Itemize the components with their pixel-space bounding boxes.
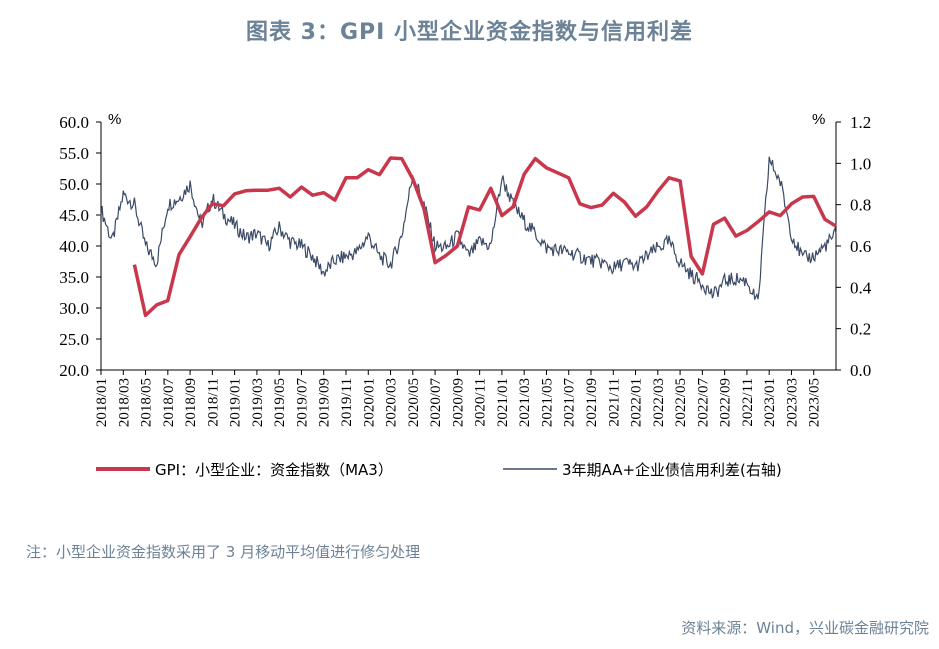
x-tick-label: 2020/05 <box>406 378 422 427</box>
x-tick-label: 2019/05 <box>272 378 288 427</box>
x-tick-label: 2021/09 <box>584 378 600 427</box>
right-tick-label: 1.0 <box>850 154 871 173</box>
x-tick-label: 2022/01 <box>629 378 645 427</box>
x-tick-label: 2018/03 <box>116 378 132 427</box>
left-tick-label: 35.0 <box>59 268 89 287</box>
right-unit-label: % <box>812 111 825 128</box>
x-tick-label: 2020/01 <box>361 378 377 427</box>
x-tick-label: 2019/07 <box>294 378 310 428</box>
x-tick-label: 2021/05 <box>539 378 555 427</box>
chart-note: 注：小型企业资金指数采用了 3 月移动平均值进行修匀处理 <box>26 543 421 561</box>
x-tick-label: 2023/01 <box>762 378 778 427</box>
x-tick-label: 2018/07 <box>161 378 177 428</box>
x-tick-label: 2023/03 <box>784 378 800 427</box>
x-tick-label: 2022/09 <box>718 378 734 427</box>
x-tick-label: 2019/01 <box>228 378 244 427</box>
x-tick-label: 2018/09 <box>183 378 199 427</box>
left-tick-label: 25.0 <box>59 330 89 349</box>
legend-gpi-label: GPI：小型企业：资金指数（MA3） <box>155 461 393 479</box>
left-tick-label: 40.0 <box>59 237 89 256</box>
x-tick-label: 2022/03 <box>651 378 667 427</box>
x-tick-label: 2021/11 <box>606 378 622 427</box>
x-tick-label: 2019/03 <box>250 378 266 427</box>
x-tick-label: 2020/07 <box>428 378 444 428</box>
spread-series-line <box>100 156 837 300</box>
left-tick-label: 60.0 <box>59 113 89 132</box>
gpi-series-line <box>132 156 837 318</box>
right-tick-label: 0.2 <box>850 320 871 339</box>
right-tick-label: 0.8 <box>850 196 871 215</box>
x-tick-label: 2021/01 <box>495 378 511 427</box>
left-tick-label: 50.0 <box>59 175 89 194</box>
x-tick-label: 2020/11 <box>473 378 489 427</box>
x-tick-label: 2019/09 <box>317 378 333 427</box>
x-tick-label: 2020/03 <box>384 378 400 427</box>
x-tick-label: 2018/01 <box>94 378 110 427</box>
right-tick-label: 0.6 <box>850 237 871 256</box>
chart-source: 资料来源：Wind，兴业碳金融研究院 <box>681 619 929 637</box>
x-tick-label: 2021/07 <box>562 378 578 428</box>
x-tick-label: 2021/03 <box>517 378 533 427</box>
chart-title: 图表 3：GPI 小型企业资金指数与信用利差 <box>246 20 693 45</box>
x-tick-label: 2019/11 <box>339 378 355 427</box>
x-tick-label: 2022/07 <box>695 378 711 428</box>
left-tick-label: 30.0 <box>59 299 89 318</box>
x-tick-label: 2020/09 <box>450 378 466 427</box>
x-tick-label: 2022/11 <box>740 378 756 427</box>
x-tick-label: 2022/05 <box>673 378 689 427</box>
right-tick-label: 0.0 <box>850 361 871 380</box>
x-tick-label: 2018/11 <box>205 378 221 427</box>
left-tick-label: 20.0 <box>59 361 89 380</box>
right-tick-label: 0.4 <box>850 278 872 297</box>
left-unit-label: % <box>108 111 121 128</box>
left-tick-label: 55.0 <box>59 144 89 163</box>
x-tick-label: 2023/05 <box>807 378 823 427</box>
x-tick-label: 2018/05 <box>139 378 155 427</box>
right-tick-label: 1.2 <box>850 113 871 132</box>
left-tick-label: 45.0 <box>59 206 89 225</box>
legend-spread-label: 3年期AA+企业债信用利差(右轴) <box>562 461 782 479</box>
